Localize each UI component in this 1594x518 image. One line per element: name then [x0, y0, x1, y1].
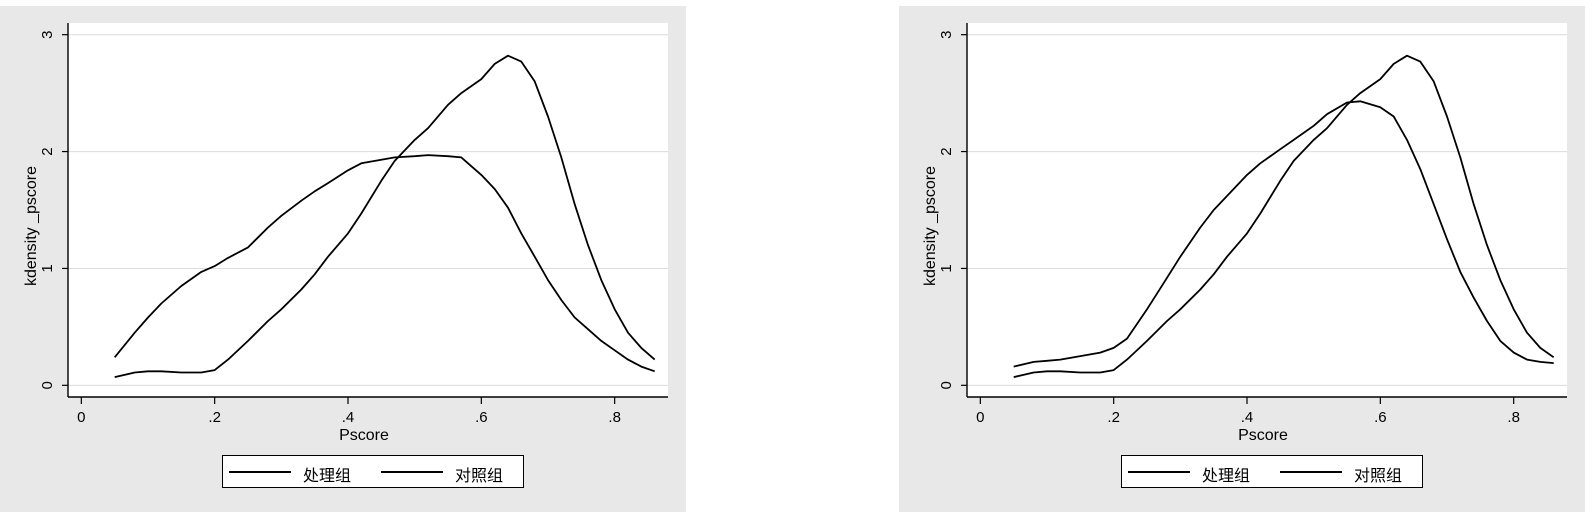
y-tick-label: 2 — [39, 147, 56, 155]
series-line-control — [114, 154, 655, 373]
chart-panel-left: 0 1 2 3 0 .2 .4 .6 .8 Pscore kdensity _pscore 处理组 … — [0, 6, 686, 512]
x-tick-label: .4 — [342, 409, 355, 426]
legend-line-treatment — [229, 471, 291, 473]
x-tick-label: .6 — [1374, 409, 1387, 426]
y-tick-label: 0 — [938, 381, 955, 389]
x-tick-label: .8 — [608, 409, 621, 426]
legend-label-treatment: 处理组 — [303, 466, 352, 485]
plot-area — [68, 23, 668, 397]
y-tick-label: 3 — [39, 31, 56, 39]
x-tick-label: .4 — [1241, 409, 1254, 426]
legend: 处理组 对照组 — [222, 455, 524, 488]
legend-key-control: 对照组 — [375, 456, 523, 487]
plot-area — [967, 23, 1567, 397]
legend: 处理组 对照组 — [1121, 455, 1423, 488]
x-tick-label: .8 — [1507, 409, 1520, 426]
legend-key-control: 对照组 — [1274, 456, 1422, 487]
x-tick-label: .6 — [475, 409, 488, 426]
chart-plot-left: 0 1 2 3 0 .2 .4 .6 .8 Pscore kdensity _pscore — [23, 23, 668, 444]
legend-label-treatment: 处理组 — [1202, 466, 1251, 485]
x-axis-title: Pscore — [1238, 427, 1288, 444]
legend-label-control: 对照组 — [455, 466, 504, 485]
series-line-treatment — [1013, 54, 1555, 378]
y-tick-label: 3 — [938, 31, 955, 39]
chart-plot-right: 0 1 2 3 0 .2 .4 .6 .8 Pscore kdensity _pscore — [922, 23, 1567, 444]
legend-key-treatment: 处理组 — [223, 456, 371, 487]
y-axis-title: kdensity _pscore — [23, 166, 40, 286]
legend-key-treatment: 处理组 — [1122, 456, 1270, 487]
legend-line-control — [1280, 471, 1342, 473]
legend-line-treatment — [1128, 471, 1190, 473]
legend-line-control — [381, 471, 443, 473]
x-tick-label: 0 — [976, 409, 984, 426]
x-tick-label: .2 — [1107, 409, 1120, 426]
x-tick-label: .2 — [208, 409, 221, 426]
x-tick-label: 0 — [77, 409, 85, 426]
series-line-control — [1013, 100, 1554, 368]
x-axis-title: Pscore — [339, 427, 389, 444]
chart-panel-right: 0 1 2 3 0 .2 .4 .6 .8 Pscore kdensity _pscore 处理组 … — [899, 6, 1585, 512]
legend-label-control: 对照组 — [1354, 466, 1403, 485]
y-tick-label: 2 — [938, 147, 955, 155]
y-tick-label: 1 — [39, 264, 56, 272]
y-axis-title: kdensity _pscore — [922, 166, 939, 286]
y-tick-label: 0 — [39, 381, 56, 389]
series-line-treatment — [114, 54, 656, 378]
y-tick-label: 1 — [938, 264, 955, 272]
